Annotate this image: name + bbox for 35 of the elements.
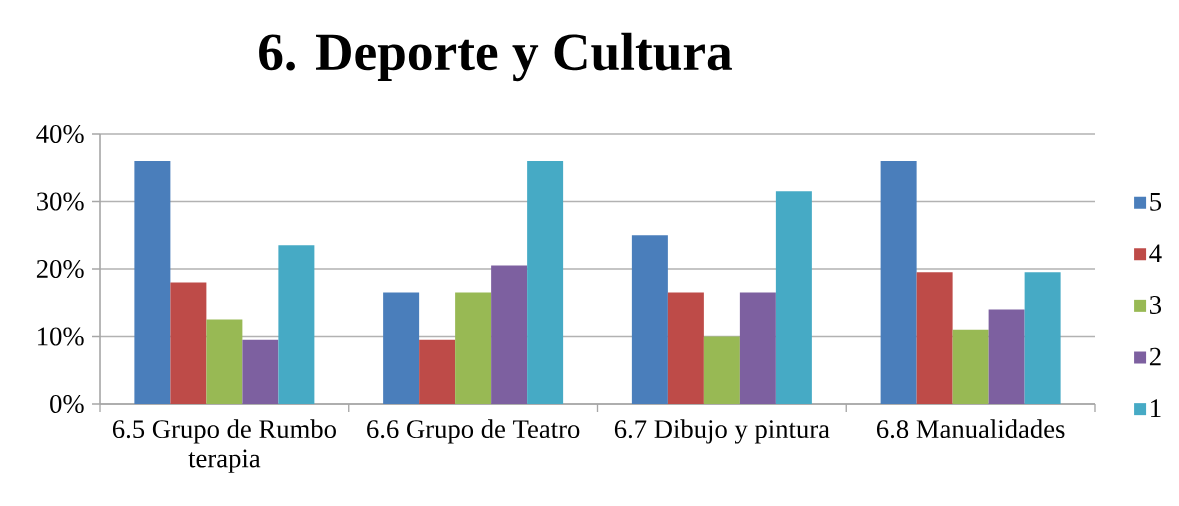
bar [278, 245, 315, 404]
bar [455, 292, 492, 404]
legend-label: 5 [1150, 193, 1162, 211]
bar [383, 292, 420, 404]
legend-label: 2 [1149, 347, 1161, 366]
y-tick-label: 0% [50, 394, 84, 414]
bar [775, 191, 812, 404]
x-tick-label: 6.6 Grupo de Teatro [367, 419, 580, 444]
y-tick-label: 20% [36, 259, 84, 279]
y-tick-label: 30% [37, 192, 84, 211]
bar [170, 282, 207, 404]
bar [419, 339, 456, 404]
bar [916, 272, 953, 404]
bar [880, 160, 917, 404]
bar [739, 292, 776, 404]
bar [242, 339, 279, 404]
bar [206, 319, 243, 404]
bar [491, 265, 528, 404]
bar [667, 292, 704, 404]
y-tick-label: 10% [38, 327, 84, 346]
legend-label: 3 [1150, 296, 1162, 314]
chart-title: 6. Deporte y Cultura [259, 32, 732, 82]
bar [988, 309, 1025, 404]
x-tick-label: 6.7 Dibujo y pintura [614, 419, 830, 444]
bar [703, 336, 740, 404]
x-tick-label: 6.5 Grupo de Rumbo terapia [112, 419, 336, 473]
legend-label: 1 [1151, 399, 1161, 417]
bar [631, 235, 668, 404]
y-tick-label: 40% [36, 124, 84, 144]
bar [952, 329, 989, 404]
legend-label: 4 [1149, 244, 1162, 263]
bar [1024, 272, 1061, 404]
bar [527, 160, 564, 404]
x-tick-label: 6.8 Manualidades [876, 419, 1065, 439]
bar [134, 160, 171, 404]
